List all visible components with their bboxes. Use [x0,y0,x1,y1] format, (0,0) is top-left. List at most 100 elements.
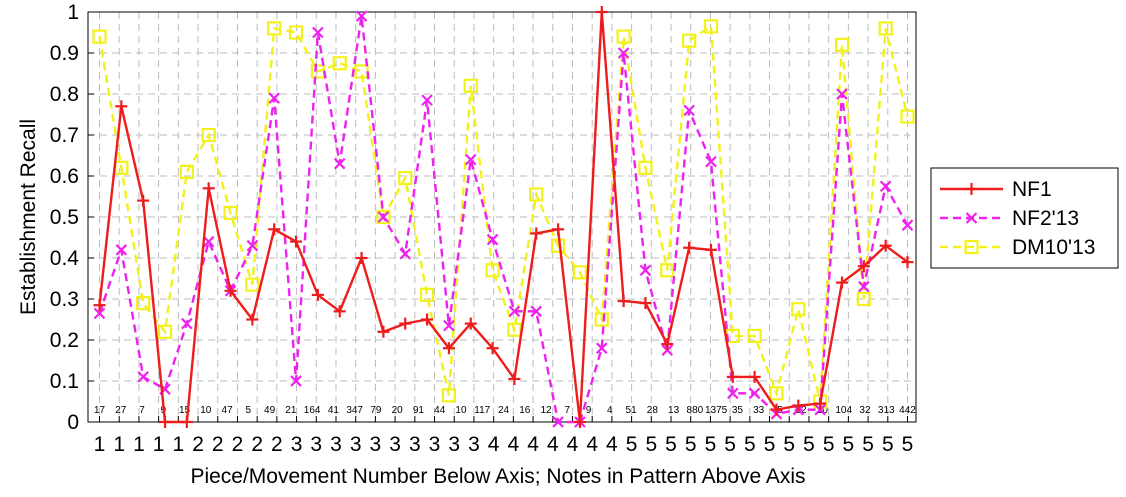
x-tick-label: 4 [586,433,598,456]
data-point [834,37,850,52]
x-tick-label: 1 [133,433,145,456]
data-point [333,157,346,170]
legend-marker [965,183,978,195]
data-point [901,256,914,269]
note-count-label: 7 [139,405,145,416]
x-tick-label: 3 [330,433,342,456]
x-tick-label: 1 [153,433,165,456]
note-count-label: 35 [732,405,744,416]
data-point [682,33,697,48]
data-point [530,305,543,318]
note-count-label: 442 [899,405,916,416]
legend-label: NF2'13 [1012,207,1079,230]
x-tick-label: 3 [468,433,480,456]
x-tick-label: 3 [310,433,322,456]
data-point [267,21,282,36]
data-point [202,235,215,248]
data-point [463,78,478,93]
x-tick-label: 2 [232,433,244,456]
data-point [638,160,653,175]
data-point [704,243,717,256]
x-tick-label: 5 [882,433,894,456]
data-point [856,291,871,307]
data-point [398,170,413,186]
note-count-label: 51 [626,405,638,416]
data-point [157,324,173,339]
data-point [333,305,346,318]
data-point [705,155,717,168]
x-tick-label: 1 [94,433,106,456]
x-axis-title: Piece/Movement Number Below Axis; Notes … [190,465,805,488]
data-point [115,100,128,113]
note-count-label: 32 [859,405,871,416]
note-count-label: 16 [519,405,531,416]
data-point [290,235,303,248]
x-tick-label: 4 [527,433,539,456]
x-tick-label: 5 [764,433,776,456]
y-tick-label: 0.3 [50,288,79,311]
note-count-label: 21 [285,405,297,416]
note-count-label: 117 [474,405,490,416]
data-point [442,342,455,355]
x-tick-label: 2 [251,433,263,456]
legend-entry: NF2'13 [940,207,1079,230]
x-tick-label: 5 [724,433,736,456]
note-count-label: 41 [328,405,340,416]
data-point [530,227,543,240]
data-point [464,153,477,166]
note-count-label: 1375 [705,405,728,416]
data-point [814,397,827,410]
data-point [617,47,630,59]
legend-entry: NF1 [940,178,1052,201]
data-point [332,56,347,71]
x-tick-label: 3 [291,433,303,456]
note-count-label: 24 [498,405,510,416]
note-count-label: 79 [370,405,382,416]
y-tick-label: 0.4 [50,247,80,270]
data-point [683,104,695,117]
data-point [660,263,675,278]
data-point [792,399,805,412]
y-tick-label: 1 [67,1,79,24]
x-tick-label: 3 [350,433,362,456]
note-count-label: 20 [392,405,404,416]
note-count-label: 44 [434,405,446,416]
data-point [769,386,784,401]
data-point [508,305,521,318]
series-DM10'13 [92,19,915,409]
data-point [159,416,172,428]
note-count-label: 15 [179,405,191,416]
note-count-label: 347 [346,405,363,416]
data-point [115,244,128,256]
data-point [661,344,674,357]
x-tick-label: 5 [645,433,657,456]
note-count-label: 28 [647,405,659,416]
data-point [268,92,280,104]
data-point [224,284,237,297]
x-tick-label: 4 [606,433,618,456]
data-point [594,312,609,327]
x-tick-label: 3 [448,433,460,456]
y-tick-label: 0.8 [50,83,79,106]
note-count-label: 33 [753,405,765,416]
data-point [180,416,193,428]
data-point [639,264,652,277]
data-point [377,211,390,223]
data-point [419,287,435,302]
data-point [355,10,368,22]
data-point [421,313,434,326]
legend-entry: DM10'13 [940,236,1095,259]
data-point [246,313,259,326]
data-point [814,403,826,416]
note-count-label: 13 [668,405,680,416]
x-tick-label: 1 [172,433,184,456]
note-count-label: 49 [264,405,276,416]
note-count-label: 7 [565,405,571,416]
data-point [485,263,500,278]
legend: NF1 NF2'13 DM10'13 [930,167,1119,269]
x-tick-label: 5 [783,433,795,456]
data-point [179,164,194,179]
note-count-label: 47 [222,405,234,416]
